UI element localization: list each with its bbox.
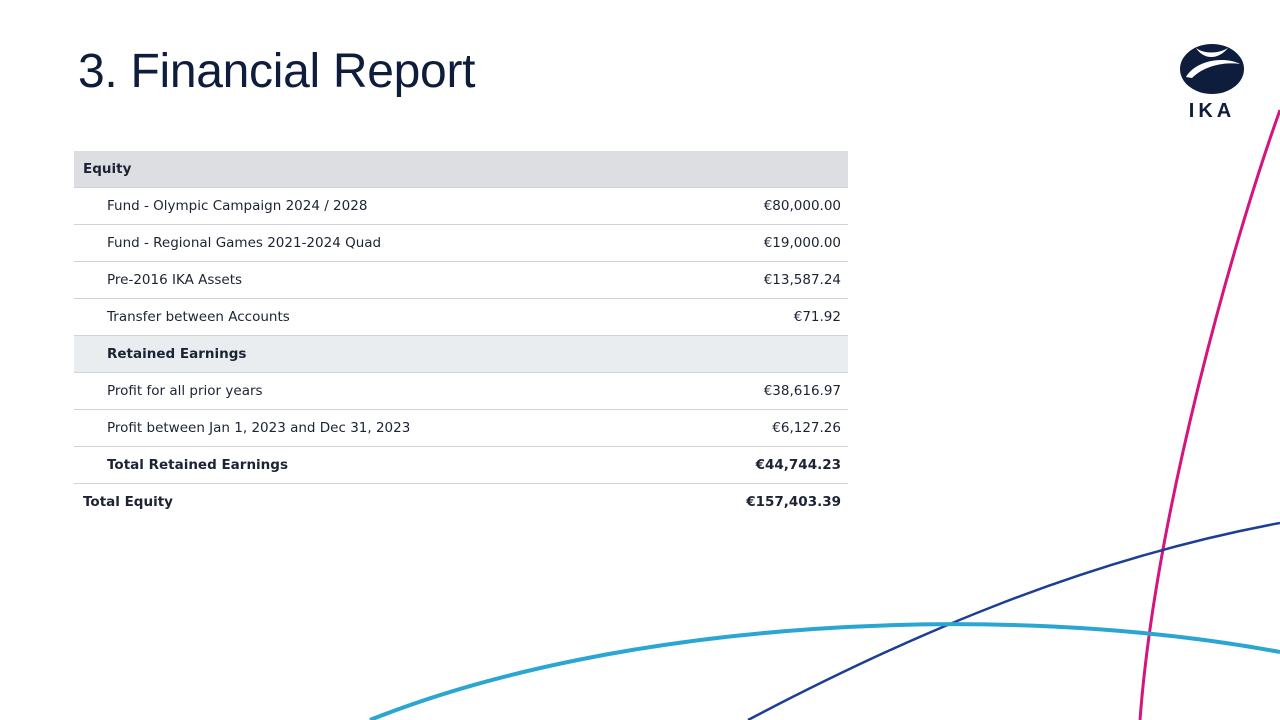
row-amount: €6,127.26 — [668, 409, 848, 447]
subsection-label: Retained Earnings — [74, 335, 848, 373]
subsection-header-retained-earnings: Retained Earnings — [74, 335, 848, 373]
table-row: Profit for all prior years €38,616.97 — [74, 372, 848, 410]
row-amount: €38,616.97 — [668, 372, 848, 410]
section-label: Equity — [74, 151, 848, 188]
ika-logo: IKA — [1174, 40, 1250, 124]
table-row: Fund - Olympic Campaign 2024 / 2028 €80,… — [74, 187, 848, 225]
subtotal-row: Total Retained Earnings €44,744.23 — [74, 446, 848, 484]
row-amount: €80,000.00 — [668, 187, 848, 225]
subtotal-label: Total Retained Earnings — [74, 446, 669, 484]
total-label: Total Equity — [83, 494, 173, 510]
table-row: Pre-2016 IKA Assets €13,587.24 — [74, 261, 848, 299]
ika-swirl-logo-icon — [1180, 44, 1244, 94]
subtotal-amount: €44,744.23 — [668, 446, 848, 484]
slide-title: 3. Financial Report — [78, 45, 476, 98]
total-amount: €157,403.39 — [746, 494, 841, 510]
section-header-equity: Equity — [74, 151, 848, 188]
row-label: Profit for all prior years — [74, 372, 669, 410]
logo-text: IKA — [1188, 100, 1236, 122]
total-row: Total Equity €157,403.39 — [74, 484, 848, 521]
table-row: Profit between Jan 1, 2023 and Dec 31, 2… — [74, 409, 848, 447]
row-label: Pre-2016 IKA Assets — [74, 261, 669, 299]
row-amount: €71.92 — [668, 298, 848, 336]
equity-table: Equity Fund - Olympic Campaign 2024 / 20… — [74, 151, 848, 520]
row-amount: €19,000.00 — [668, 224, 848, 262]
cyan-curve — [369, 622, 1280, 720]
table-row: Transfer between Accounts €71.92 — [74, 298, 848, 336]
row-label: Fund - Olympic Campaign 2024 / 2028 — [74, 187, 669, 225]
row-amount: €13,587.24 — [668, 261, 848, 299]
table-row: Fund - Regional Games 2021-2024 Quad €19… — [74, 224, 848, 262]
row-label: Profit between Jan 1, 2023 and Dec 31, 2… — [74, 409, 669, 447]
magenta-curve — [1138, 109, 1280, 720]
row-label: Fund - Regional Games 2021-2024 Quad — [74, 224, 669, 262]
row-label: Transfer between Accounts — [74, 298, 669, 336]
navy-curve — [747, 521, 1280, 720]
